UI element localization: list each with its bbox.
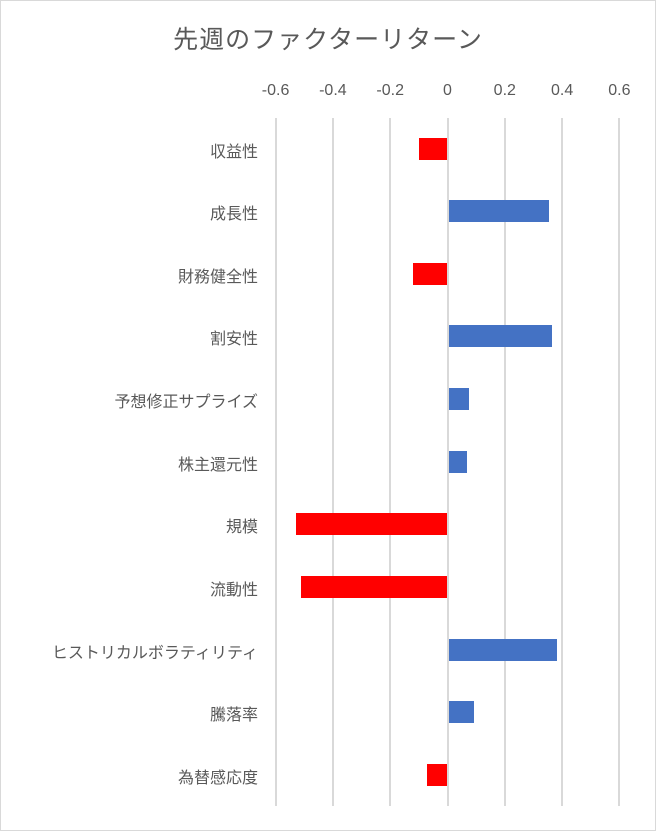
bar (448, 325, 552, 348)
bar (413, 262, 448, 285)
gridline (503, 118, 506, 806)
gridline (331, 118, 334, 806)
x-tick-label: 0 (443, 82, 452, 99)
bar (448, 701, 475, 724)
bar (427, 764, 448, 786)
chart-title: 先週のファクターリターン (173, 25, 483, 54)
bar (448, 388, 469, 411)
category-label: ヒストリカルボラティリティ (51, 642, 258, 662)
gridline (446, 118, 449, 806)
category-label: 予想修正サプライズ (114, 392, 258, 412)
category-label: 株主還元性 (177, 454, 258, 474)
bar (301, 576, 448, 599)
category-label: 収益性 (209, 141, 258, 161)
bar (418, 137, 448, 160)
bar (295, 513, 448, 536)
category-label: 流動性 (209, 580, 258, 600)
x-tick-label: 0.2 (493, 82, 516, 99)
bar (448, 638, 558, 661)
gridline (274, 118, 277, 806)
x-tick-label: -0.4 (319, 82, 347, 99)
category-label: 為替感応度 (177, 768, 258, 787)
gridline (561, 118, 564, 806)
bar (448, 200, 549, 223)
category-label: 成長性 (209, 204, 258, 224)
x-tick-label: 0.6 (608, 82, 631, 99)
category-label: 割安性 (209, 329, 258, 349)
x-tick-label: -0.2 (376, 82, 404, 99)
category-label: 騰落率 (209, 705, 258, 725)
x-tick-label: -0.6 (261, 82, 290, 99)
gridline (389, 118, 392, 806)
category-label: 規模 (225, 517, 258, 537)
gridline (618, 118, 621, 806)
bar (448, 450, 468, 473)
category-label: 財務健全性 (177, 266, 258, 286)
x-tick-label: 0.4 (550, 82, 574, 99)
